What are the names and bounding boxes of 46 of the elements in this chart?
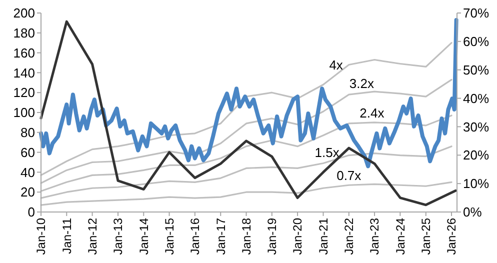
y2-tick-label: 20% [463, 148, 490, 163]
line-series [40, 146, 452, 199]
y2-tick-label: 70% [463, 6, 490, 21]
y2-tick-label: 60% [463, 34, 490, 49]
y2-tick-label: 40% [463, 90, 490, 106]
y2-tick-label: 0% [463, 204, 482, 220]
x-tick-label: Jan-10 [34, 218, 48, 255]
y-tick-label: 20 [20, 184, 35, 200]
x-tick-label: Jan-13 [111, 218, 126, 255]
series-label: 3.2x [349, 76, 374, 92]
y-tick-label: 60 [20, 144, 35, 160]
x-tick-label: Jan-26 [444, 218, 459, 255]
line-series [40, 78, 452, 184]
line-series [40, 181, 452, 206]
line-series [40, 20, 457, 206]
y-tick-label: 160 [13, 45, 35, 60]
y2-tick-label: 10% [463, 176, 490, 192]
y2-tick-label: 50% [463, 62, 490, 78]
x-tick-label: Jan-22 [342, 218, 356, 255]
y-tick-label: 200 [13, 6, 35, 21]
y-tick-label: 0 [28, 204, 35, 220]
x-tick-label: Jan-20 [290, 218, 305, 255]
y-tick-label: 40 [20, 164, 35, 180]
line-series [39, 18, 458, 168]
x-tick-label: Jan-14 [136, 218, 151, 255]
x-tick-label: Jan-15 [162, 218, 176, 255]
y-tick-label: 120 [13, 85, 35, 100]
x-tick-label: Jan-24 [393, 218, 408, 255]
x-tick-label: Jan-11 [60, 218, 74, 254]
x-tick-label: Jan-21 [316, 218, 330, 255]
series-label: 2.4x [360, 106, 385, 121]
x-tick-label: Jan-12 [85, 218, 100, 255]
y-tick-label: 180 [13, 25, 35, 40]
series-label: 1.5x [314, 145, 340, 160]
x-tick-label: Jan-25 [419, 218, 434, 255]
y-tick-label: 140 [13, 65, 35, 80]
y-tick-label: 80 [20, 124, 35, 140]
x-tick-label: Jan-18 [239, 218, 254, 255]
series-label: 4x [329, 58, 344, 73]
x-tick-label: Jan-17 [214, 218, 228, 255]
y-tick-label: 100 [13, 105, 35, 120]
x-tick-label: Jan-16 [188, 218, 202, 255]
x-tick-label: Jan-19 [265, 218, 280, 255]
series-label: 0.7x [336, 168, 362, 184]
y2-tick-label: 30% [463, 119, 490, 134]
x-tick-label: Jan-23 [368, 218, 382, 255]
